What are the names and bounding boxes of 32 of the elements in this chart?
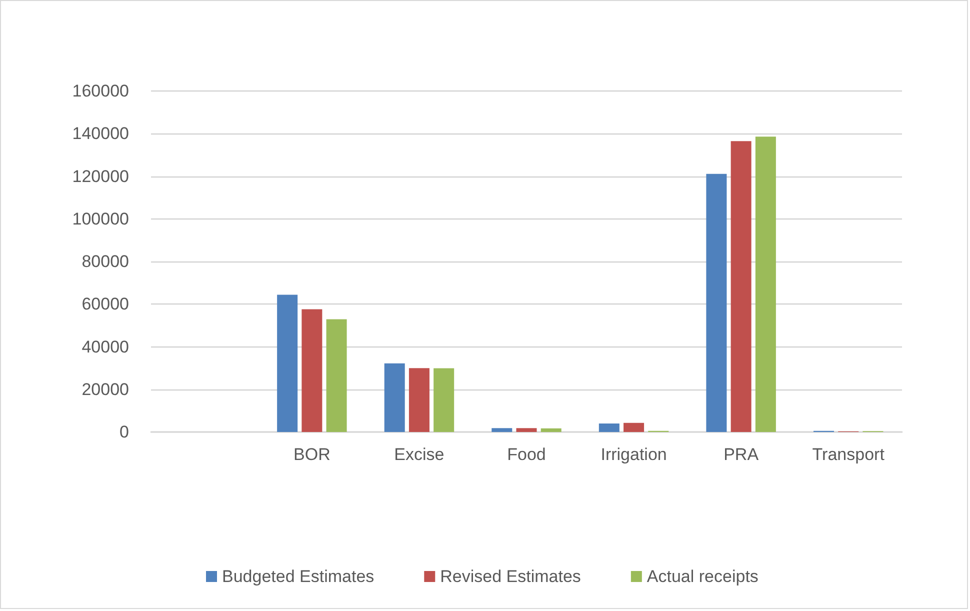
y-tick-label: 80000 [82, 252, 129, 271]
x-tick-label: Food [507, 445, 546, 464]
bar [598, 423, 620, 432]
y-tick-label: 40000 [82, 337, 129, 356]
bar [492, 428, 512, 432]
bar [277, 294, 298, 432]
legend-label: Budgeted Estimates [222, 567, 374, 586]
bar [730, 141, 752, 432]
y-tick-label: 100000 [72, 209, 129, 228]
bar [516, 428, 537, 432]
bar [434, 368, 454, 432]
bar [755, 136, 776, 432]
y-tick-label: 0 [120, 422, 129, 442]
legend-label: Actual receipts [646, 567, 758, 586]
x-tick-label: Excise [394, 445, 444, 464]
y-tick-label: 160000 [72, 82, 129, 100]
x-tick-label: Irrigation [600, 445, 667, 464]
x-tick-label: PRA [724, 445, 760, 464]
y-tick-label: 120000 [72, 166, 129, 186]
y-tick-label: 20000 [82, 380, 129, 399]
x-tick-label: BOR [294, 445, 330, 464]
x-tick-label: Transport [812, 445, 885, 464]
bar [540, 428, 562, 432]
bar [706, 174, 727, 432]
bar [326, 319, 347, 432]
bar [302, 309, 322, 432]
bar [624, 422, 644, 432]
bar [408, 368, 430, 432]
bar [384, 363, 405, 432]
y-tick-label: 60000 [82, 294, 129, 314]
y-tick-label: 140000 [72, 124, 129, 144]
legend-label: Revised Estimates [440, 567, 581, 586]
